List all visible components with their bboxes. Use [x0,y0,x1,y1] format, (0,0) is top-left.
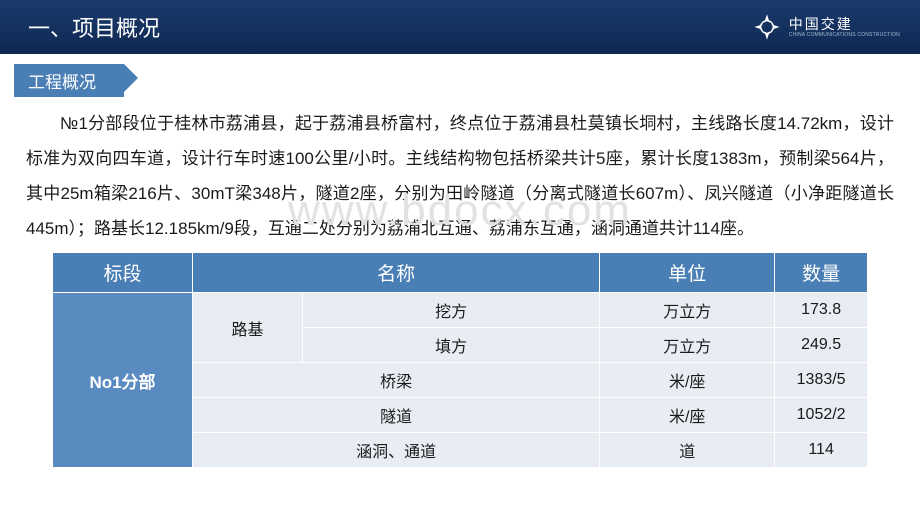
th-name: 名称 [193,253,600,293]
cell-name: 隧道 [193,398,600,433]
cell-name-sub: 填方 [303,328,600,363]
cell-qty: 1383/5 [775,363,868,398]
data-table: 标段 名称 单位 数量 No1分部 路基 挖方 万立方 173.8 填方 万立方… [52,252,868,468]
subtitle-text: 工程概况 [14,64,124,97]
logo: 中国交建 CHINA COMMUNICATIONS CONSTRUCTION [753,13,900,41]
logo-en: CHINA COMMUNICATIONS CONSTRUCTION [789,33,900,38]
cell-name-group: 路基 [193,293,303,363]
slide-header: 一、项目概况 中国交建 CHINA COMMUNICATIONS CONSTRU… [0,0,920,54]
cell-name-sub: 挖方 [303,293,600,328]
cell-unit: 米/座 [600,363,775,398]
body-paragraph: №1分部段位于桂林市荔浦县，起于荔浦县桥富村，终点位于荔浦县杜莫镇长垌村，主线路… [0,97,920,252]
cell-qty: 114 [775,433,868,468]
th-unit: 单位 [600,253,775,293]
cell-qty: 249.5 [775,328,868,363]
th-section: 标段 [53,253,193,293]
table-row: No1分部 路基 挖方 万立方 173.8 [53,293,868,328]
logo-cn: 中国交建 [789,17,900,31]
cell-unit: 米/座 [600,398,775,433]
data-table-wrap: 标段 名称 单位 数量 No1分部 路基 挖方 万立方 173.8 填方 万立方… [0,252,920,468]
subtitle-bar: 工程概况 [14,64,124,97]
page-title: 一、项目概况 [28,11,160,43]
cell-unit: 道 [600,433,775,468]
cell-name: 涵洞、通道 [193,433,600,468]
company-logo-icon [753,13,781,41]
cell-qty: 173.8 [775,293,868,328]
logo-text: 中国交建 CHINA COMMUNICATIONS CONSTRUCTION [789,17,900,38]
cell-qty: 1052/2 [775,398,868,433]
th-qty: 数量 [775,253,868,293]
table-header-row: 标段 名称 单位 数量 [53,253,868,293]
cell-unit: 万立方 [600,328,775,363]
cell-name: 桥梁 [193,363,600,398]
cell-unit: 万立方 [600,293,775,328]
cell-section: No1分部 [53,293,193,468]
